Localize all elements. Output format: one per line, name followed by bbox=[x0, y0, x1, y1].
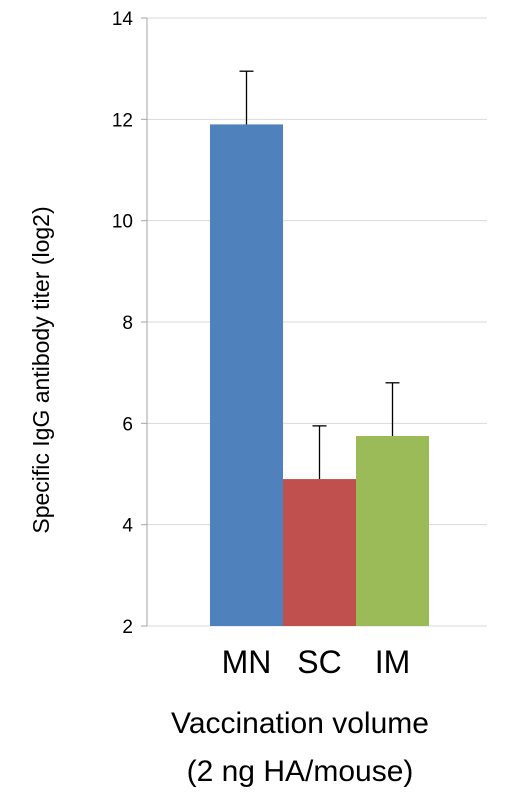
y-tick-label: 8 bbox=[122, 313, 133, 334]
error-bars bbox=[239, 70, 400, 480]
y-tick-label: 12 bbox=[112, 110, 133, 131]
gridlines bbox=[147, 17, 487, 627]
y-tick-label: 4 bbox=[122, 516, 133, 537]
y-tick-label: 10 bbox=[112, 212, 133, 233]
bars bbox=[210, 124, 429, 627]
x-axis-title-line2: (2 ng HA/mouse) bbox=[187, 755, 414, 788]
category-label-im: IM bbox=[375, 644, 411, 680]
y-tick-label: 2 bbox=[122, 617, 133, 638]
category-label-mn: MN bbox=[222, 644, 272, 680]
bar-im bbox=[356, 436, 429, 626]
y-tick-labels: 2 4 6 8 10 12 14 bbox=[112, 9, 147, 638]
y-axis-title: Specific IgG antibody titer (log2) bbox=[28, 206, 54, 533]
y-tick-label: 6 bbox=[122, 414, 133, 435]
y-tick-label: 14 bbox=[112, 9, 134, 30]
bar-mn bbox=[210, 124, 283, 627]
x-category-labels: MN SC IM bbox=[222, 644, 411, 680]
category-label-sc: SC bbox=[297, 644, 341, 680]
x-axis-title-line1: Vaccination volume bbox=[171, 707, 429, 740]
bar-sc bbox=[283, 479, 356, 626]
